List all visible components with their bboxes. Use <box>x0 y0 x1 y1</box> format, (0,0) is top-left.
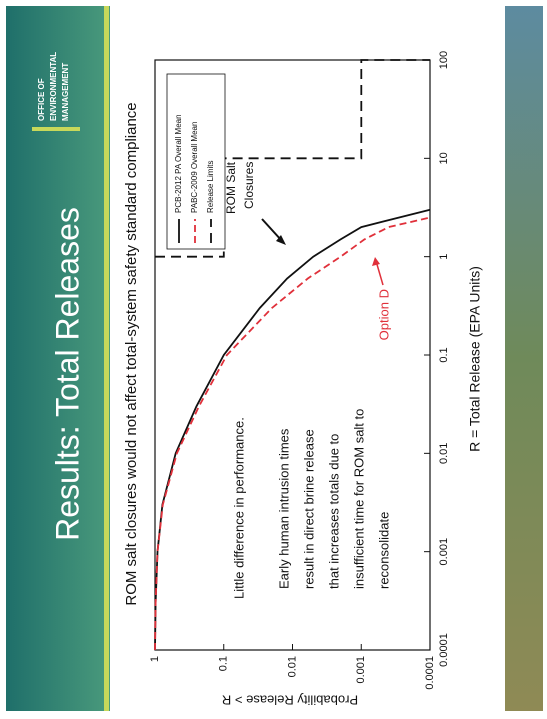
footer-band <box>505 6 543 711</box>
logo-bar <box>32 127 80 131</box>
rom-arrow <box>261 218 283 242</box>
x-tick-label: 0.1 <box>438 347 450 362</box>
y-axis-label: Probability Release > R <box>222 693 358 708</box>
logo-text: OFFICE OF <box>37 78 46 121</box>
x-tick-label: 10 <box>438 152 450 164</box>
y-tick-label: 0.001 <box>355 656 367 684</box>
x-tick-label: 100 <box>438 51 450 69</box>
x-axis-label: R = Total Release (EPA Units) <box>467 266 483 452</box>
annotation-text: reconsolidate <box>376 512 391 589</box>
rom-label: ROM Salt <box>224 161 238 214</box>
series-line <box>154 216 431 651</box>
logo-text: MANAGEMENT <box>61 63 70 121</box>
plot: 0.0001 0.001 0.01 0.1 1 0.0001 0.001 0.01 0.1 1 10… <box>149 51 450 690</box>
header-band <box>6 6 110 711</box>
x-tick-label: 0.01 <box>438 443 450 464</box>
legend-box <box>166 73 226 250</box>
annotation-summary: Little difference in performance. <box>231 417 246 599</box>
y-tick-label: 1 <box>149 656 161 662</box>
option-arrow <box>375 260 384 286</box>
x-tick-label: 1 <box>438 254 450 260</box>
title: Results: Total Releases <box>49 207 85 541</box>
option-label: Option D <box>376 289 391 340</box>
x-tick-label: 0.0001 <box>438 633 450 667</box>
y-tick-label: 0.01 <box>286 656 298 677</box>
series-line <box>155 59 430 258</box>
legend-label: PABC-2009 Overall Mean <box>190 122 199 213</box>
annotation-text: Early human intrusion times <box>276 428 291 589</box>
series-line <box>154 208 431 651</box>
subtitle: ROM salt closures would not affect total… <box>123 102 140 605</box>
header-stripe <box>104 6 109 711</box>
option-arrowhead <box>372 257 380 266</box>
legend-label: Release Limits <box>206 161 215 213</box>
x-tick-label: 0.001 <box>438 538 450 566</box>
rom-label: Closures <box>242 162 256 209</box>
y-tick-label: 0.1 <box>218 656 230 671</box>
annotation-text: result in direct brine release <box>301 429 316 589</box>
rom-arrowhead <box>276 235 286 245</box>
y-tick-label: 0.0001 <box>424 656 436 690</box>
annotation-text: that increases totals due to <box>326 434 341 589</box>
annotation-text: insufficient time for ROM salt to <box>351 409 366 589</box>
legend-label: PCB-2012 PA Overall Mean <box>174 114 183 213</box>
logo-text: ENVIRONMENTAL <box>49 52 58 121</box>
